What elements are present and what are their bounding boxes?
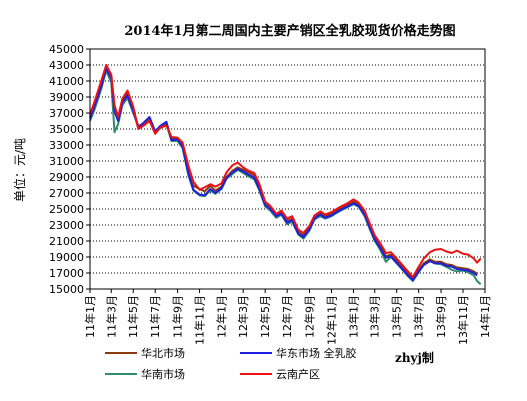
x-tick-label: 13年1月 bbox=[346, 295, 360, 338]
x-tick-label: 12年9月 bbox=[302, 295, 316, 338]
x-tick-label: 12年5月 bbox=[258, 295, 272, 338]
y-tick-label: 33000 bbox=[49, 139, 84, 152]
x-tick-label: 11年11月 bbox=[193, 295, 207, 345]
y-tick-label: 27000 bbox=[49, 187, 84, 200]
chart-credit: zhyj制 bbox=[395, 350, 434, 365]
x-tick-label: 12年11月 bbox=[324, 295, 338, 345]
x-tick-label: 11年1月 bbox=[83, 295, 97, 338]
series-line-east bbox=[89, 67, 478, 282]
series-line-yunnan bbox=[89, 64, 482, 278]
x-tick-label: 11年3月 bbox=[104, 295, 118, 338]
y-tick-label: 29000 bbox=[49, 171, 84, 184]
legend-label-east: 华东市场 全乳胶 bbox=[276, 346, 357, 360]
x-tick-label: 12年1月 bbox=[215, 295, 229, 338]
x-tick-label: 12年3月 bbox=[236, 295, 250, 338]
legend-label-south: 华南市场 bbox=[141, 367, 185, 381]
y-tick-label: 21000 bbox=[49, 235, 84, 248]
y-axis-label: 单位：元/吨 bbox=[12, 138, 27, 202]
y-axis: 15000 17000 19000 21000 23000 25000 27000 29000… bbox=[49, 43, 90, 296]
x-tick-label: 14年1月 bbox=[478, 295, 492, 338]
x-tick-label: 13年3月 bbox=[368, 295, 382, 338]
legend-label-yunnan: 云南产区 bbox=[276, 367, 320, 381]
x-tick-label: 12年7月 bbox=[280, 295, 294, 338]
x-tick-label: 11年5月 bbox=[126, 295, 140, 338]
y-tick-label: 23000 bbox=[49, 219, 84, 232]
legend-label-north: 华北市场 bbox=[141, 346, 185, 360]
x-tick-label: 11年7月 bbox=[148, 295, 162, 338]
y-tick-label: 37000 bbox=[49, 107, 84, 120]
y-tick-label: 39000 bbox=[49, 91, 84, 104]
y-tick-label: 41000 bbox=[49, 75, 84, 88]
y-tick-label: 15000 bbox=[49, 283, 84, 296]
y-tick-label: 17000 bbox=[49, 267, 84, 280]
x-tick-label: 13年7月 bbox=[412, 295, 426, 338]
y-tick-label: 35000 bbox=[49, 123, 84, 136]
y-tick-label: 43000 bbox=[49, 59, 84, 72]
x-tick-label: 13年5月 bbox=[390, 295, 404, 338]
chart-title: 2014年1月第二周国内主要产销区全乳胶现货价格走势图 bbox=[124, 23, 455, 39]
y-tick-label: 31000 bbox=[49, 155, 84, 168]
plot-frame bbox=[89, 48, 486, 290]
x-tick-label: 13年11月 bbox=[456, 295, 470, 345]
y-tick-label: 45000 bbox=[49, 43, 84, 56]
y-tick-label: 25000 bbox=[49, 203, 84, 216]
x-tick-label: 11年9月 bbox=[171, 295, 185, 338]
x-axis: 11年1月 11年3月 11年5月 11年7月 11年9月 11年11月 12年1月 12年3… bbox=[83, 289, 492, 345]
series-lines bbox=[89, 64, 482, 285]
y-tick-label: 19000 bbox=[49, 251, 84, 264]
x-tick-label: 13年9月 bbox=[434, 295, 448, 338]
